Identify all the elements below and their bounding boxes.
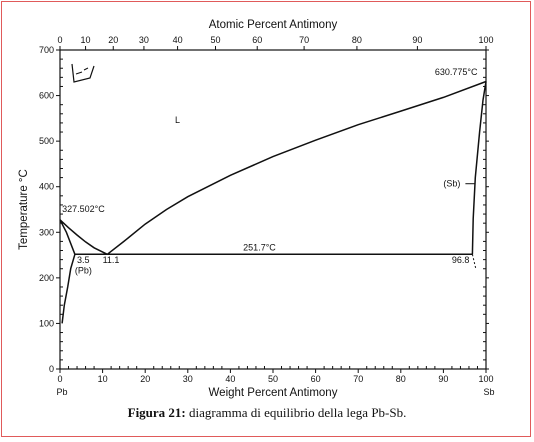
plot-border	[59, 49, 487, 370]
y-axis-label: Temperature °C	[18, 169, 30, 250]
y-tick-label: 700	[39, 45, 54, 55]
x-tick-label: 70	[353, 374, 363, 384]
top-tick-label: 0	[57, 35, 62, 45]
top-tick-label: 100	[478, 35, 493, 45]
annotation-label: (Pb)	[75, 265, 92, 275]
phase-boundary-line	[59, 219, 76, 255]
x-tick-label: 90	[438, 374, 448, 384]
dashed-boundary-line	[471, 254, 477, 269]
top-tick-label: 50	[210, 35, 220, 45]
plot-axes	[59, 49, 487, 370]
figure-frame: 0 100 200 300 400 500 600 700 0 10 20 30 40 50 60 70 80 9…	[1, 1, 531, 437]
caption-text: diagramma di equilibrio della lega Pb-Sb…	[189, 405, 407, 420]
sb-end-label: Sb	[483, 387, 494, 397]
x-tick-label: 40	[225, 374, 235, 384]
phase-boundary-line	[471, 81, 487, 255]
y-tick-label: 300	[39, 227, 54, 237]
annotations: L 327.502°C 630.775°C 251.7°C 3.5(Pb) 11.1 96.…	[62, 67, 478, 275]
annotation-label: 630.775°C	[435, 67, 478, 77]
y-tick-label: 600	[39, 91, 54, 101]
caption-label: Figura 21:	[127, 405, 186, 420]
y-tick-label: 100	[39, 318, 54, 328]
x-tick-label: 80	[396, 374, 406, 384]
y-tick-label: 200	[39, 273, 54, 283]
y-tick-label: 400	[39, 182, 54, 192]
phase-boundary-line	[59, 219, 108, 255]
top-tick-label: 80	[352, 35, 362, 45]
pb-end-label: Pb	[56, 387, 67, 397]
annotation-label: 251.7°C	[243, 243, 276, 253]
top-tick-label: 30	[139, 35, 149, 45]
top-tick-label: 40	[173, 35, 183, 45]
figure-caption: Figura 21: diagramma di equilibrio della…	[0, 405, 534, 421]
top-tick-label: 10	[81, 35, 91, 45]
y-tick-label: 0	[49, 364, 54, 374]
corner-mark-icon	[71, 63, 95, 83]
liquid-region-label: L	[175, 115, 180, 125]
top-tick-label: 70	[299, 35, 309, 45]
top-axis-label: Atomic Percent Antimony	[209, 19, 338, 31]
annotation-label: (Sb)	[443, 179, 460, 189]
phase-boundary-line	[106, 80, 487, 255]
x-tick-label: 0	[57, 374, 62, 384]
x-axis-label: Weight Percent Antimony	[209, 387, 338, 399]
x-tick-label: 30	[183, 374, 193, 384]
top-tick-label: 20	[108, 35, 118, 45]
annotation-label: 3.5	[77, 255, 90, 265]
chart-labels: Weight Percent Antimony Atomic Percent A…	[18, 19, 495, 399]
annotation-label: 327.502°C	[62, 204, 105, 214]
x-tick-label: 10	[98, 374, 108, 384]
annotation-label: 96.8	[452, 255, 470, 265]
phase-boundaries	[59, 80, 487, 324]
phase-boundary-line	[61, 254, 76, 324]
x-tick-label: 20	[140, 374, 150, 384]
x-tick-label: 60	[311, 374, 321, 384]
annotation-label: 11.1	[103, 255, 120, 265]
y-tick-label: 500	[39, 136, 54, 146]
top-tick-label: 90	[412, 35, 422, 45]
x-tick-label: 50	[268, 374, 278, 384]
top-tick-label: 60	[252, 35, 262, 45]
x-tick-label: 100	[478, 374, 493, 384]
